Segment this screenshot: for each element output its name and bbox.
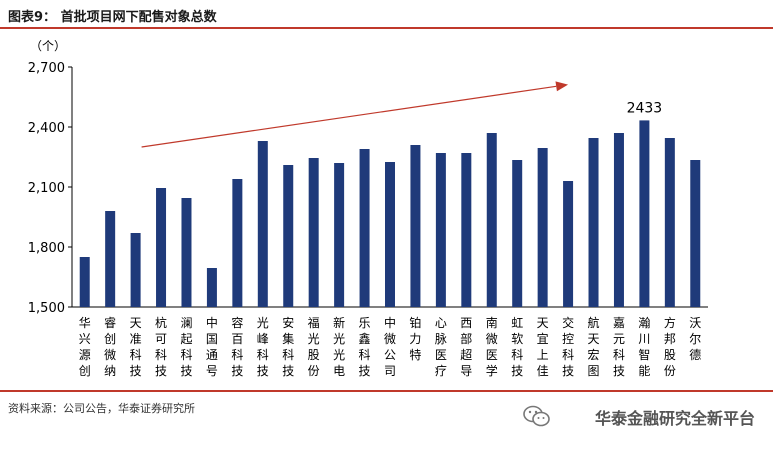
x-tick-label: 南微医学 (486, 315, 498, 378)
bar (512, 160, 523, 307)
x-tick-label: 光峰科技 (257, 316, 269, 378)
source-note: 资料来源：公司公告，华泰证券研究所 (8, 402, 195, 415)
x-tick-label: 瀚川智能 (638, 315, 650, 378)
bar (385, 162, 395, 307)
x-tick-label: 交控科技 (562, 315, 574, 378)
bars (79, 120, 701, 308)
x-tick-label: 方邦股份 (664, 315, 676, 378)
x-tick-label: 安集科技 (282, 315, 294, 378)
bar (283, 165, 294, 307)
bar (130, 233, 141, 307)
bar (563, 181, 574, 307)
y-tick-label: 1,800 (28, 241, 65, 256)
bar (105, 211, 116, 307)
x-tick-label: 嘉元科技 (613, 316, 625, 378)
bar (664, 138, 675, 307)
x-tick-label: 天准科技 (130, 316, 142, 378)
x-tick-label: 容百科技 (231, 315, 243, 378)
bar (359, 149, 370, 307)
bar (537, 148, 548, 307)
top-rule (0, 27, 773, 29)
trend-arrow-line (141, 85, 557, 148)
x-tick-label: 乐鑫科技 (359, 316, 371, 378)
brand-name: 华泰金融研究全新平台 (594, 409, 755, 428)
data-label: 2433 (627, 100, 663, 116)
y-tick-label: 2,400 (28, 121, 65, 136)
x-tick-label: 铂力特 (409, 315, 421, 362)
x-tick-label: 天宜上佳 (537, 316, 549, 378)
bar (461, 153, 472, 307)
bar (79, 257, 90, 307)
x-tick-label: 中国通号 (206, 315, 218, 378)
bar (308, 158, 319, 307)
bar (613, 133, 624, 307)
x-tick-label: 睿创微纳 (104, 315, 116, 378)
x-tick-label: 沃尔德 (689, 316, 701, 362)
trend-arrow (141, 81, 569, 148)
bar (486, 133, 497, 307)
bar (257, 141, 268, 307)
trend-arrow-head (555, 81, 569, 92)
bottom-rule (0, 390, 773, 392)
bar (410, 145, 421, 307)
bar (690, 160, 701, 307)
bar (156, 188, 167, 307)
annotations: 2433 (627, 100, 663, 116)
x-tick-label: 西部超导 (460, 316, 472, 378)
x-tick-label: 心脉医疗 (435, 316, 447, 378)
y-axis-label: （个） (30, 39, 66, 53)
y-axis: 1,500 1,800 2,100 2,400 2,700 (28, 61, 708, 316)
bar-chart: （个） 1,500 1,800 2,100 2,400 2,700 华兴源创 睿创微纳 天准… (28, 39, 708, 378)
x-tick-label: 澜起科技 (180, 316, 192, 378)
bar (639, 120, 650, 308)
x-tick-label: 虹软科技 (511, 316, 523, 378)
y-tick-label: 2,700 (28, 61, 65, 76)
bar (206, 268, 217, 307)
bar (588, 138, 599, 307)
figure-title: 图表9： 首批项目网下配售对象总数 (8, 10, 217, 25)
bar (181, 198, 192, 307)
x-tick-label: 杭可科技 (155, 315, 167, 378)
x-tick-label: 中微公司 (384, 315, 396, 378)
x-tick-label: 航天宏图 (588, 315, 600, 378)
y-tick-label: 1,500 (28, 301, 65, 316)
x-tick-label: 新光光电 (333, 315, 345, 378)
x-tick-label: 福光股份 (308, 315, 320, 378)
bar (435, 153, 446, 307)
x-axis-labels: 华兴源创 睿创微纳 天准科技 杭可科技 澜起科技 中国通号 容百科技 光峰科技 安集科技 福光股份… (79, 315, 702, 378)
bar (334, 163, 345, 307)
wechat-icon (523, 405, 550, 427)
x-tick-label: 华兴源创 (79, 316, 91, 378)
bar (232, 179, 243, 307)
y-tick-label: 2,100 (28, 181, 65, 196)
